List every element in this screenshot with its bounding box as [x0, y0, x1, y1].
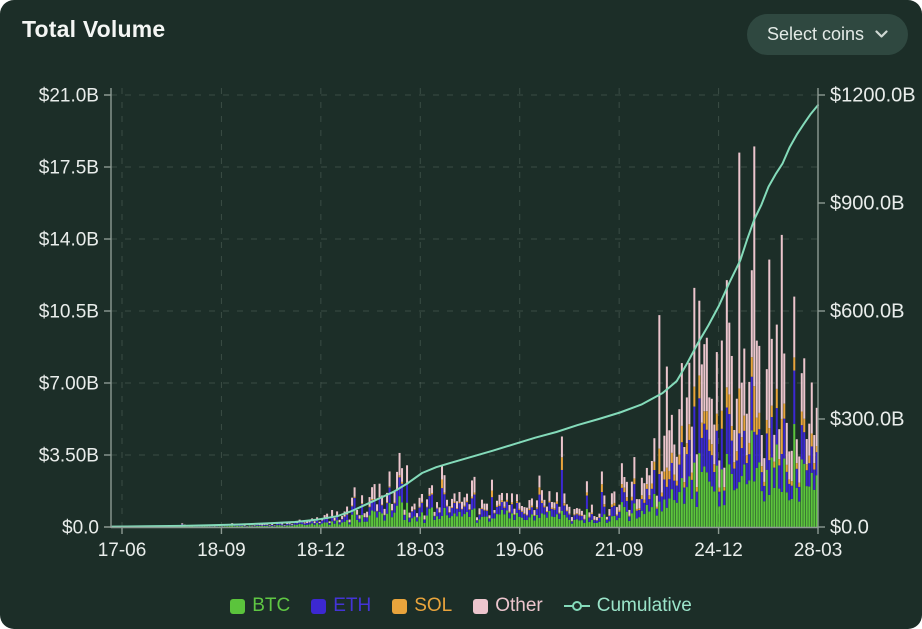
legend-label-other: Other: [495, 595, 543, 616]
cumulative-line: [110, 104, 819, 528]
legend-label-eth: ETH: [333, 595, 372, 616]
svg-text:17-06: 17-06: [98, 540, 147, 561]
stacked-volume-bars: [111, 146, 818, 527]
svg-text:18-12: 18-12: [297, 540, 346, 561]
svg-text:$3.50B: $3.50B: [39, 446, 99, 467]
select-coins-button[interactable]: Select coins: [746, 14, 908, 55]
cumulative-line-icon: [563, 601, 590, 611]
other-swatch-icon: [473, 598, 489, 614]
legend-item-cumulative[interactable]: Cumulative: [563, 595, 692, 617]
svg-text:24-12: 24-12: [694, 540, 743, 561]
axis-tick-labels: $21.0B $17.5B $14.0B $10.5B $7.00B $3.50B $0.0…: [39, 85, 916, 562]
svg-text:$0.0: $0.0: [62, 518, 99, 539]
svg-text:19-06: 19-06: [495, 540, 544, 561]
legend-label-btc: BTC: [252, 595, 291, 616]
svg-text:$14.0B: $14.0B: [39, 230, 99, 251]
page-title: Total Volume: [22, 16, 166, 42]
svg-text:$0.0: $0.0: [830, 517, 869, 539]
svg-text:$1200.0B: $1200.0B: [830, 85, 916, 107]
btc-swatch-icon: [230, 598, 246, 614]
svg-text:28-03: 28-03: [794, 540, 843, 561]
svg-text:$10.5B: $10.5B: [39, 302, 99, 323]
svg-text:$7.00B: $7.00B: [39, 374, 99, 395]
svg-text:$17.5B: $17.5B: [39, 158, 99, 179]
svg-text:18-03: 18-03: [396, 540, 445, 561]
sol-swatch-icon: [392, 598, 408, 614]
chevron-down-icon: [875, 30, 888, 38]
legend-item-sol[interactable]: SOL: [392, 595, 452, 617]
legend-label-sol: SOL: [414, 595, 453, 616]
axes: [104, 88, 825, 534]
svg-text:$21.0B: $21.0B: [39, 86, 99, 107]
legend-item-eth[interactable]: ETH: [311, 595, 371, 617]
svg-text:$900.0B: $900.0B: [830, 193, 905, 215]
legend-label-cumulative: Cumulative: [596, 595, 692, 616]
chart-legend: BTC ETH SOL Other Cumulative: [0, 595, 922, 617]
svg-text:18-09: 18-09: [197, 540, 246, 561]
svg-text:$300.0B: $300.0B: [830, 409, 905, 431]
legend-item-btc[interactable]: BTC: [230, 595, 290, 617]
svg-text:21-09: 21-09: [595, 540, 644, 561]
svg-text:$600.0B: $600.0B: [830, 301, 905, 323]
select-coins-label: Select coins: [766, 24, 864, 44]
legend-item-other[interactable]: Other: [473, 595, 543, 617]
eth-swatch-icon: [311, 598, 327, 614]
